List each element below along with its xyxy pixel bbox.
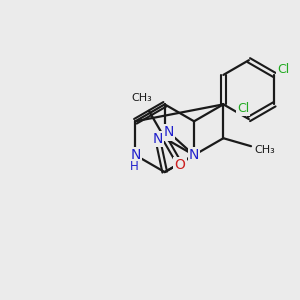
Text: Cl: Cl xyxy=(237,102,249,116)
Text: N: N xyxy=(189,148,199,162)
Text: CH₃: CH₃ xyxy=(131,93,152,103)
Text: N: N xyxy=(130,148,141,162)
Text: H: H xyxy=(130,160,138,173)
Text: N: N xyxy=(152,132,163,146)
Text: CH₃: CH₃ xyxy=(255,145,275,155)
Text: N: N xyxy=(164,125,174,140)
Text: O: O xyxy=(175,158,185,172)
Text: Cl: Cl xyxy=(277,63,289,76)
